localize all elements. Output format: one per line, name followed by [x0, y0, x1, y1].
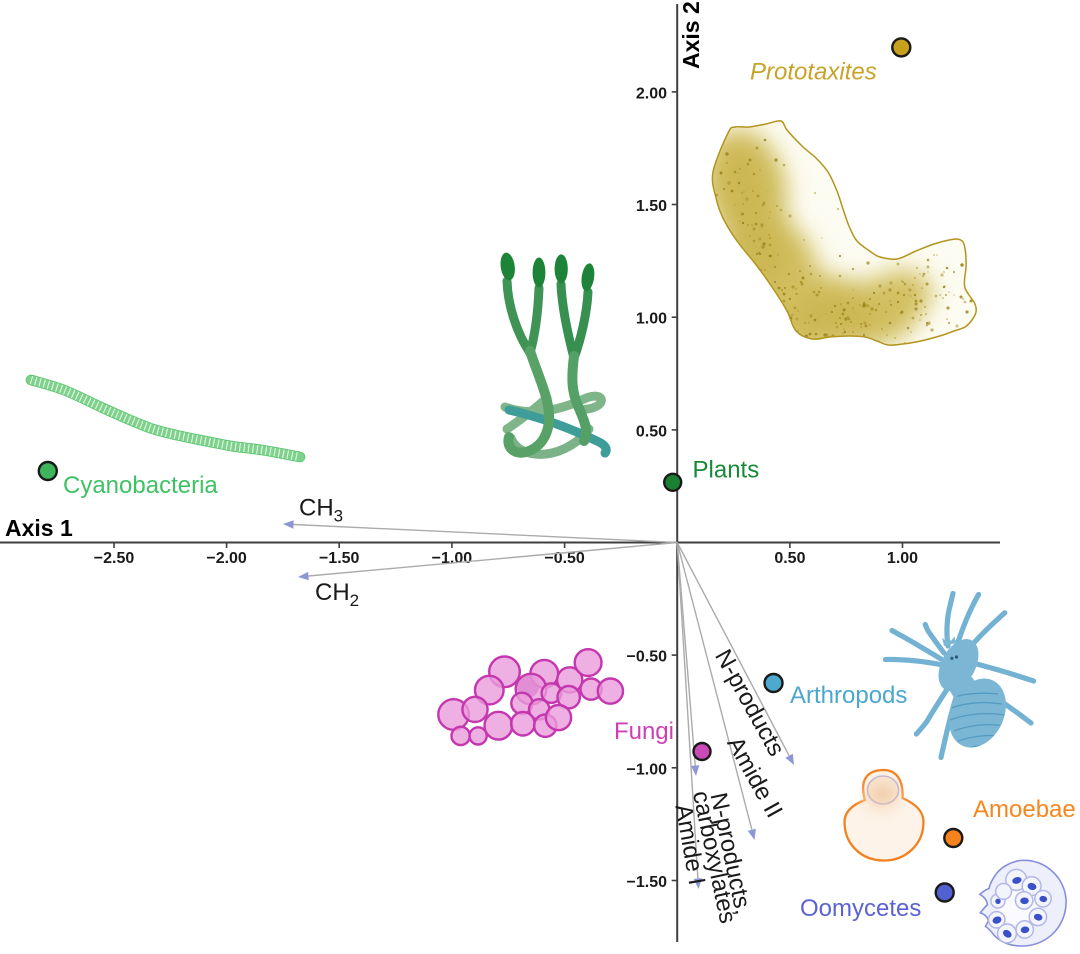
svg-text:Axis 2: Axis 2: [678, 1, 704, 69]
svg-text:−1.00: −1.00: [627, 761, 668, 778]
svg-text:1.50: 1.50: [636, 198, 667, 215]
svg-text:Prototaxites: Prototaxites: [750, 59, 877, 86]
svg-text:Arthropods: Arthropods: [790, 682, 907, 709]
svg-text:2.00: 2.00: [636, 85, 667, 102]
svg-text:Oomycetes: Oomycetes: [800, 895, 921, 922]
svg-text:−1.00: −1.00: [432, 550, 473, 567]
svg-text:−1.50: −1.50: [627, 874, 668, 891]
svg-text:CH2: CH2: [315, 579, 359, 610]
svg-text:1.00: 1.00: [636, 311, 667, 328]
svg-text:1.00: 1.00: [887, 550, 918, 567]
svg-text:0.50: 0.50: [774, 550, 805, 567]
svg-text:−0.50: −0.50: [627, 649, 668, 666]
svg-text:Amoebae: Amoebae: [973, 796, 1076, 823]
svg-text:Axis 1: Axis 1: [5, 515, 73, 541]
svg-text:−2.50: −2.50: [94, 550, 135, 567]
svg-text:Fungi: Fungi: [614, 718, 674, 745]
svg-text:Plants: Plants: [693, 457, 760, 484]
svg-text:0.50: 0.50: [636, 423, 667, 440]
svg-text:Cyanobacteria: Cyanobacteria: [63, 472, 218, 499]
svg-text:−2.00: −2.00: [206, 550, 247, 567]
svg-text:−1.50: −1.50: [319, 550, 360, 567]
